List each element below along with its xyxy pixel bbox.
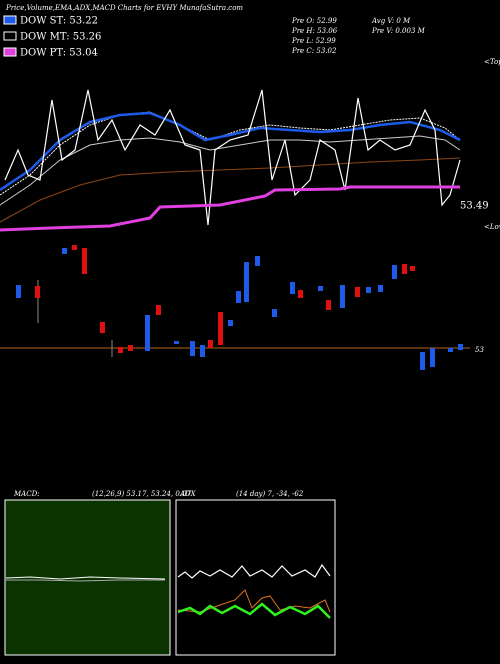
info-text: Pre V: 0.003 M	[371, 27, 426, 35]
pt-line	[0, 185, 460, 232]
info-text: Avg V: 0 M	[371, 17, 411, 25]
macd-label: MACD:	[13, 490, 40, 498]
level-label: 53	[475, 346, 484, 354]
adx-params: (14 day) 7, -34, -62	[236, 490, 304, 498]
info-text: Pre C: 53.02	[291, 47, 337, 55]
macd-line	[5, 576, 166, 580]
adx-line	[177, 602, 331, 619]
title: Price,Volume,EMA,ADX,MACD Charts for EVH…	[5, 4, 243, 12]
ema-line	[0, 135, 461, 206]
legend-swatch	[3, 31, 17, 41]
info-text: Pre L: 52.99	[291, 37, 336, 45]
last-value-label: 53.49	[460, 201, 489, 212]
ema-line	[0, 111, 461, 196]
tops-label: <Tops	[484, 58, 500, 66]
macd-params: (12,26,9) 53.17, 53.24, 0.07	[92, 490, 192, 498]
legend-swatch	[3, 47, 17, 57]
adx-panel	[175, 499, 336, 656]
macd-signal	[6, 579, 165, 582]
legend-label: DOW PT: 53.04	[20, 48, 98, 59]
info-text: Pre O: 52.99	[291, 17, 337, 25]
price-line	[4, 89, 461, 226]
info-text: Pre H: 53.06	[291, 27, 338, 35]
lows-label: <Lows	[484, 223, 500, 231]
adx-minus-line	[177, 589, 331, 613]
legend-swatch	[3, 15, 17, 25]
adx-label: ADX	[179, 490, 197, 498]
candles	[16, 245, 463, 370]
adx-di-line	[177, 563, 331, 579]
legend-label: DOW MT: 53.26	[20, 32, 101, 43]
ema-line	[0, 157, 461, 223]
legend-label: DOW ST: 53.22	[20, 16, 98, 27]
